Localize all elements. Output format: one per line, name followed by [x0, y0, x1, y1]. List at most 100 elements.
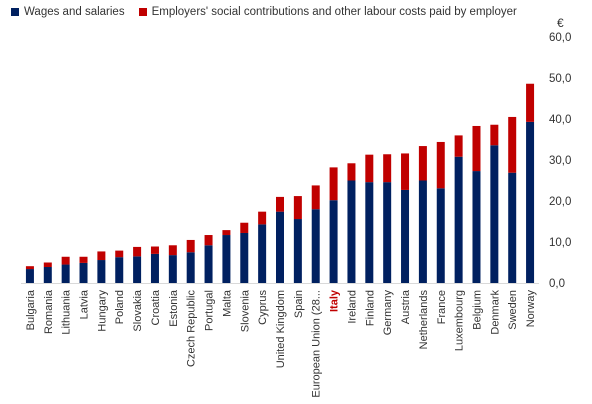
x-tick-label: Cyprus	[257, 290, 269, 325]
bar-wages	[61, 264, 70, 283]
bar-contributions	[43, 262, 52, 268]
bar-wages	[472, 171, 481, 283]
y-tick-label: 10,0	[549, 237, 571, 249]
x-tick-label: Czech Republic	[186, 290, 198, 368]
x-tick-label: Croatia	[150, 289, 162, 325]
bar-wages	[418, 180, 427, 283]
x-tick-label: Netherlands	[418, 290, 430, 350]
bar-contributions	[150, 246, 159, 254]
bar-wages	[79, 262, 88, 283]
bar-wages	[43, 267, 52, 283]
bar-contributions	[454, 135, 463, 157]
bar-wages	[329, 200, 338, 283]
bar-wages	[276, 211, 284, 283]
x-tick-label: Malta	[221, 289, 233, 317]
bar-wages	[25, 269, 34, 283]
bar-contributions	[418, 146, 427, 181]
bar-wages	[97, 260, 106, 283]
bar-wages	[311, 209, 320, 283]
x-tick-label: Lithuania	[61, 289, 73, 335]
bar-wages	[365, 182, 374, 283]
bar-contributions	[508, 116, 517, 173]
y-axis-unit: €	[557, 16, 564, 30]
x-tick-label: Romania	[43, 289, 55, 334]
bar-contributions	[258, 211, 267, 225]
bar-contributions	[293, 196, 302, 220]
bar-contributions	[526, 83, 535, 122]
bar-wages	[258, 224, 267, 283]
x-tick-label: Latvia	[79, 289, 91, 319]
chart-legend: Wages and salaries Employers' social con…	[11, 6, 531, 18]
x-tick-label: Poland	[114, 290, 126, 324]
x-tick-label: Portugal	[204, 290, 216, 331]
bar-contributions	[472, 125, 481, 172]
bar-contributions	[311, 185, 320, 210]
bar-wages	[168, 255, 177, 283]
y-tick-label: 40,0	[549, 114, 571, 126]
x-tick-label: Denmark	[489, 290, 501, 335]
y-tick-label: 30,0	[549, 155, 571, 167]
bar-wages	[401, 189, 410, 283]
legend-label-contributions: Employers' social contributions and othe…	[151, 6, 517, 18]
x-tick-label: Norway	[525, 290, 537, 328]
bar-wages	[508, 172, 517, 283]
legend-label-wages: Wages and salaries	[24, 6, 125, 18]
x-tick-label: United Kingdom	[275, 290, 287, 368]
x-tick-label: Bulgaria	[25, 289, 37, 330]
bar-contributions	[25, 266, 34, 270]
bar-contributions	[222, 230, 231, 236]
bar-contributions	[347, 163, 356, 181]
x-tick-label: Austria	[400, 289, 412, 324]
y-tick-label: 60,0	[549, 32, 571, 44]
bar-contributions	[401, 153, 410, 190]
bar-contributions	[383, 154, 392, 183]
x-tick-label: Sweden	[507, 290, 519, 330]
bar-contributions	[168, 245, 177, 256]
bar-contributions	[490, 124, 499, 146]
bar-contributions	[329, 167, 338, 201]
x-tick-label: Estonia	[168, 289, 180, 327]
bar-wages	[490, 145, 499, 283]
bar-wages	[347, 180, 356, 283]
x-tick-label: Germany	[382, 290, 394, 336]
bar-contributions	[61, 256, 70, 265]
x-tick-label: Finland	[364, 290, 376, 326]
bar-contributions	[97, 251, 106, 261]
legend-swatch-wages	[11, 8, 19, 16]
x-tick-label: Spain	[293, 290, 305, 318]
bar-wages	[240, 232, 249, 283]
bar-contributions	[79, 256, 88, 263]
x-tick-label: France	[436, 290, 448, 324]
bar-wages	[115, 257, 124, 283]
bar-wages	[204, 245, 213, 283]
x-tick-label: Belgium	[471, 290, 483, 330]
bar-wages	[222, 235, 231, 283]
x-tick-label: Ireland	[346, 290, 358, 324]
x-tick-label: European Union (28...	[311, 290, 323, 398]
x-tick-label: Slovakia	[132, 289, 144, 331]
legend-item-wages: Wages and salaries	[11, 6, 125, 18]
x-tick-label: Luxembourg	[454, 290, 466, 351]
legend-swatch-contributions	[138, 8, 147, 16]
bar-wages	[436, 188, 445, 283]
y-tick-label: 20,0	[549, 196, 571, 208]
bar-contributions	[204, 235, 213, 246]
x-tick-label: Italy	[329, 289, 341, 312]
y-tick-label: 0,0	[549, 278, 565, 290]
bar-contributions	[240, 222, 249, 233]
bar-contributions	[133, 246, 142, 257]
x-tick-label: Slovenia	[239, 289, 251, 332]
bar-wages	[150, 253, 159, 283]
bar-wages	[526, 121, 535, 284]
bar-wages	[186, 252, 195, 283]
bar-wages	[133, 256, 142, 283]
y-tick-label: 50,0	[549, 73, 571, 85]
bar-contributions	[186, 239, 195, 253]
bar-contributions	[365, 154, 374, 183]
bar-contributions	[115, 250, 124, 258]
bar-wages	[454, 156, 463, 283]
bar-contributions	[276, 196, 284, 212]
bar-wages	[383, 182, 392, 283]
legend-item-contributions: Employers' social contributions and othe…	[138, 6, 517, 18]
